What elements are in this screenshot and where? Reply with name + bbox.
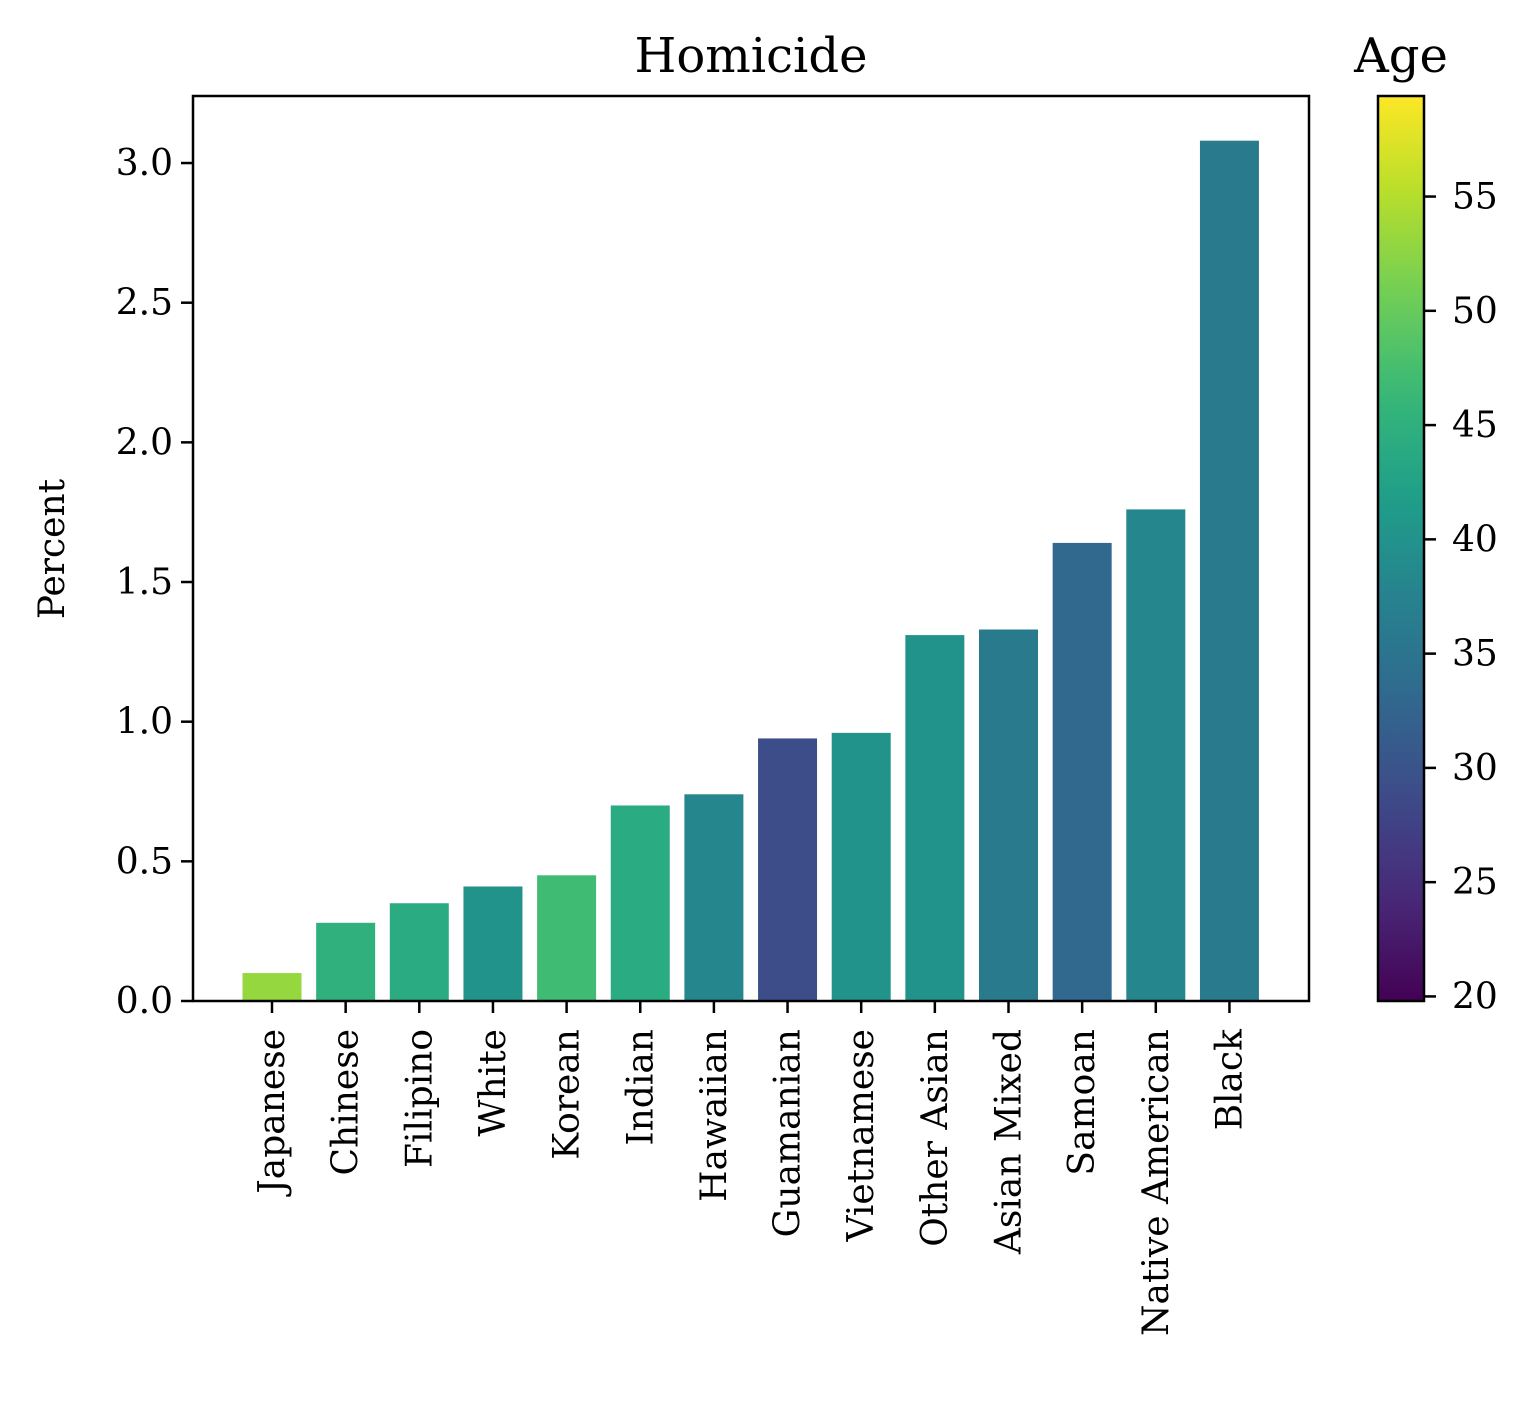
x-tick-label: Black — [1209, 1028, 1250, 1131]
x-tick-label: Samoan — [1062, 1029, 1103, 1176]
bar-korean — [537, 875, 597, 1001]
y-tick-label: 1.0 — [116, 702, 173, 743]
colorbar-tick-label: 30 — [1452, 748, 1498, 789]
x-tick-label: Filipino — [399, 1029, 440, 1168]
colorbar-tick-label: 45 — [1452, 405, 1498, 446]
x-tick-label: Japanese — [252, 1029, 293, 1198]
bar-indian — [610, 805, 670, 1001]
colorbar-frame — [1376, 94, 1426, 1003]
bar-native-american — [1126, 509, 1186, 1001]
bar-japanese — [242, 973, 302, 1001]
y-tick-label: 2.0 — [116, 422, 173, 463]
colorbar — [1378, 96, 1424, 1001]
y-axis-label: Percent — [32, 478, 73, 619]
x-tick-label: Asian Mixed — [989, 1029, 1030, 1255]
x-tick-label: Indian — [620, 1029, 661, 1146]
x-tick-label: Guamanian — [768, 1029, 809, 1237]
y-tick-label: 2.5 — [116, 283, 173, 324]
colorbar-tick-label: 35 — [1452, 634, 1498, 675]
bar-asian-mixed — [979, 629, 1038, 1001]
colorbar-label: Age — [1353, 28, 1448, 84]
y-tick-label: 0.0 — [116, 981, 173, 1022]
x-tick-label: Korean — [547, 1029, 588, 1160]
y-tick-label: 1.5 — [116, 562, 173, 603]
colorbar-tick-label: 55 — [1452, 177, 1498, 218]
y-ticks: 0.0 0.5 1.0 1.5 2.0 2.5 3.0 — [116, 143, 193, 1022]
bar-chinese — [316, 922, 376, 1001]
bar-guamanian — [758, 738, 818, 1001]
bars-layer — [242, 140, 1259, 1002]
bar-hawaiian — [684, 794, 744, 1001]
x-tick-label: Native American — [1136, 1029, 1177, 1336]
x-tick-label: Chinese — [326, 1029, 367, 1176]
colorbar-tick-label: 40 — [1452, 519, 1498, 560]
y-tick-label: 0.5 — [116, 841, 173, 882]
bar-samoan — [1052, 542, 1112, 1001]
x-ticks: Japanese Chinese Filipino White Korean Indian… — [252, 1001, 1250, 1336]
x-tick-label: White — [473, 1029, 514, 1136]
colorbar-tick-label: 50 — [1452, 291, 1498, 332]
plot-frame — [191, 94, 1311, 1003]
bar-vietnamese — [831, 732, 891, 1001]
colorbar-tick-label: 20 — [1452, 976, 1498, 1017]
bar-other-asian — [905, 635, 965, 1001]
colorbar-ticks: 20 25 30 35 40 45 50 55 — [1424, 177, 1498, 1017]
bar-white — [463, 886, 523, 1001]
colorbar-tick-label: 25 — [1452, 862, 1498, 903]
y-tick-label: 3.0 — [116, 143, 173, 184]
chart-title: Homicide — [635, 28, 868, 84]
bar-filipino — [389, 903, 449, 1001]
x-tick-label: Other Asian — [915, 1029, 956, 1247]
x-tick-label: Vietnamese — [841, 1029, 882, 1243]
bar-black — [1199, 140, 1259, 1002]
x-tick-label: Hawaiian — [694, 1029, 735, 1202]
